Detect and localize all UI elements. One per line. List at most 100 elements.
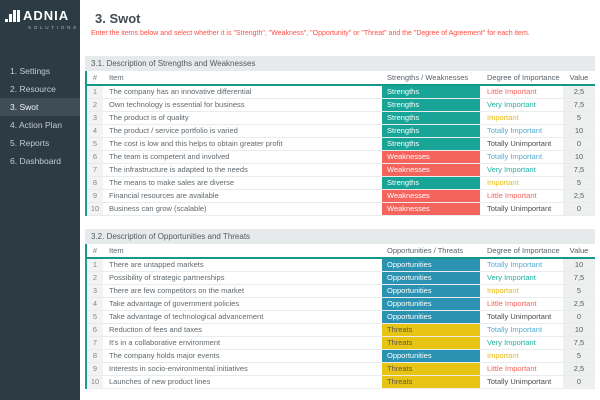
table-row: 9 Financial resources are available Weakne… bbox=[87, 190, 595, 203]
table-row: 4 Take advantage of government policies Op… bbox=[87, 298, 595, 311]
importance-select[interactable]: Totally Unimportant bbox=[487, 377, 552, 386]
category-select[interactable]: Strengths bbox=[382, 86, 480, 98]
table-row: 3 The product is of quality Strengths Impor… bbox=[87, 112, 595, 125]
importance-select[interactable]: Little Important bbox=[487, 364, 537, 373]
item-cell[interactable]: The infrastructure is adapted to the nee… bbox=[109, 165, 248, 174]
value-cell: 0 bbox=[563, 138, 595, 150]
row-number: 3 bbox=[87, 285, 103, 297]
category-select[interactable]: Weaknesses bbox=[382, 151, 480, 163]
row-number: 8 bbox=[87, 350, 103, 362]
row-number: 2 bbox=[87, 272, 103, 284]
value-cell: 5 bbox=[563, 350, 595, 362]
item-cell[interactable]: Own technology is essential for business bbox=[109, 100, 245, 109]
value-cell: 10 bbox=[563, 259, 595, 271]
category-select[interactable]: Threats bbox=[382, 376, 480, 388]
value-cell: 2,5 bbox=[563, 86, 595, 98]
item-cell[interactable]: Reduction of fees and taxes bbox=[109, 325, 202, 334]
item-cell[interactable]: The company has an innovative differenti… bbox=[109, 87, 252, 96]
importance-select[interactable]: Totally Important bbox=[487, 126, 543, 135]
category-select[interactable]: Opportunities bbox=[382, 272, 480, 284]
importance-select[interactable]: Little Important bbox=[487, 191, 537, 200]
row-number: 2 bbox=[87, 99, 103, 111]
sidebar-item-settings[interactable]: 1. Settings bbox=[0, 62, 80, 80]
table-row: 1 There are untapped markets Opportunities… bbox=[87, 259, 595, 272]
item-cell[interactable]: There are untapped markets bbox=[109, 260, 204, 269]
table-row: 5 Take advantage of technological advance… bbox=[87, 311, 595, 324]
category-select[interactable]: Strengths bbox=[382, 177, 480, 189]
category-select[interactable]: Opportunities bbox=[382, 298, 480, 310]
item-cell[interactable]: The product / service portfolio is varie… bbox=[109, 126, 238, 135]
row-number: 7 bbox=[87, 164, 103, 176]
importance-select[interactable]: Totally Important bbox=[487, 260, 543, 269]
sidebar-item-reports[interactable]: 5. Reports bbox=[0, 134, 80, 152]
item-cell[interactable]: Business can grow (scalable) bbox=[109, 204, 207, 213]
importance-select[interactable]: Important bbox=[487, 113, 519, 122]
category-select[interactable]: Weaknesses bbox=[382, 190, 480, 202]
importance-select[interactable]: Very Important bbox=[487, 273, 536, 282]
item-cell[interactable]: Take advantage of government policies bbox=[109, 299, 240, 308]
item-cell[interactable]: The company holds major events bbox=[109, 351, 220, 360]
section-title: 3.2. Description of Opportunities and Th… bbox=[85, 229, 595, 244]
row-number: 10 bbox=[87, 203, 103, 215]
sidebar-item-label: 6. Dashboard bbox=[10, 156, 62, 166]
row-number: 6 bbox=[87, 324, 103, 336]
category-select[interactable]: Opportunities bbox=[382, 259, 480, 271]
category-select[interactable]: Threats bbox=[382, 337, 480, 349]
category-select[interactable]: Opportunities bbox=[382, 311, 480, 323]
col-header-item: Item bbox=[109, 245, 124, 255]
item-cell[interactable]: The team is competent and involved bbox=[109, 152, 230, 161]
sidebar-item-label: 4. Action Plan bbox=[10, 120, 62, 130]
importance-select[interactable]: Totally Important bbox=[487, 152, 543, 161]
importance-select[interactable]: Totally Unimportant bbox=[487, 139, 552, 148]
table-row: 1 The company has an innovative different… bbox=[87, 86, 595, 99]
item-cell[interactable]: The product is of quality bbox=[109, 113, 189, 122]
category-select[interactable]: Opportunities bbox=[382, 285, 480, 297]
importance-select[interactable]: Totally Important bbox=[487, 325, 543, 334]
table-row: 7 The infrastructure is adapted to the ne… bbox=[87, 164, 595, 177]
sidebar-item-resource[interactable]: 2. Resource bbox=[0, 80, 80, 98]
category-select[interactable]: Weaknesses bbox=[382, 203, 480, 215]
importance-select[interactable]: Very Important bbox=[487, 100, 536, 109]
sidebar: ADNIA SOLUTIONS 1. Settings 2. Resource … bbox=[0, 0, 80, 400]
item-cell[interactable]: It's in a collaborative environment bbox=[109, 338, 221, 347]
item-cell[interactable]: There are few competitors on the market bbox=[109, 286, 245, 295]
item-cell[interactable]: Take advantage of technological advancem… bbox=[109, 312, 264, 321]
opportunities-threats-table: 3.2. Description of Opportunities and Th… bbox=[85, 229, 595, 389]
category-select[interactable]: Opportunities bbox=[382, 350, 480, 362]
category-select[interactable]: Strengths bbox=[382, 112, 480, 124]
item-cell[interactable]: The cost is low and this helps to obtain… bbox=[109, 139, 283, 148]
importance-select[interactable]: Important bbox=[487, 351, 519, 360]
category-select[interactable]: Threats bbox=[382, 324, 480, 336]
importance-select[interactable]: Little Important bbox=[487, 87, 537, 96]
item-cell[interactable]: Launches of new product lines bbox=[109, 377, 211, 386]
category-select[interactable]: Strengths bbox=[382, 138, 480, 150]
sidebar-item-action-plan[interactable]: 4. Action Plan bbox=[0, 116, 80, 134]
logo-subtext: SOLUTIONS bbox=[28, 25, 79, 30]
sidebar-item-label: 3. Swot bbox=[10, 102, 39, 112]
sidebar-item-swot[interactable]: 3. Swot bbox=[0, 98, 80, 116]
col-header-category: Strengths / Weaknesses bbox=[387, 72, 469, 82]
importance-select[interactable]: Little Important bbox=[487, 299, 537, 308]
table-row: 6 The team is competent and involved Weakn… bbox=[87, 151, 595, 164]
importance-select[interactable]: Important bbox=[487, 286, 519, 295]
importance-select[interactable]: Very Important bbox=[487, 338, 536, 347]
importance-select[interactable]: Very Important bbox=[487, 165, 536, 174]
row-number: 5 bbox=[87, 138, 103, 150]
row-number: 10 bbox=[87, 376, 103, 388]
category-select[interactable]: Strengths bbox=[382, 99, 480, 111]
value-cell: 5 bbox=[563, 112, 595, 124]
table-row: 8 The means to make sales are diverse Stre… bbox=[87, 177, 595, 190]
item-cell[interactable]: Financial resources are available bbox=[109, 191, 219, 200]
item-cell[interactable]: Possibility of strategic partnerships bbox=[109, 273, 225, 282]
sidebar-item-dashboard[interactable]: 6. Dashboard bbox=[0, 152, 80, 170]
row-number: 4 bbox=[87, 298, 103, 310]
category-select[interactable]: Strengths bbox=[382, 125, 480, 137]
category-select[interactable]: Weaknesses bbox=[382, 164, 480, 176]
item-cell[interactable]: Interests in socio-environmental initiat… bbox=[109, 364, 248, 373]
importance-select[interactable]: Totally Unimportant bbox=[487, 204, 552, 213]
table-row: 4 The product / service portfolio is vari… bbox=[87, 125, 595, 138]
importance-select[interactable]: Totally Unimportant bbox=[487, 312, 552, 321]
item-cell[interactable]: The means to make sales are diverse bbox=[109, 178, 235, 187]
importance-select[interactable]: Important bbox=[487, 178, 519, 187]
category-select[interactable]: Threats bbox=[382, 363, 480, 375]
